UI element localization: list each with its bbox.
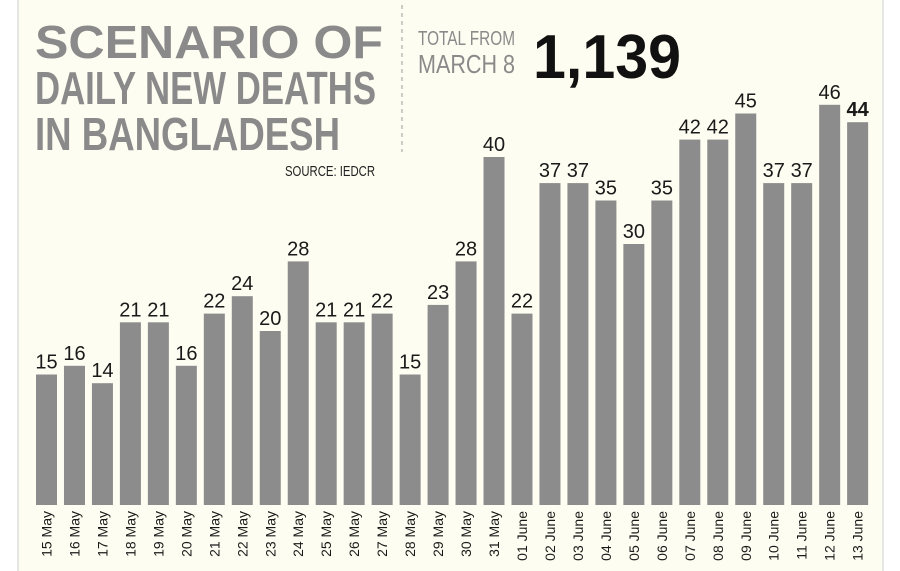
- bar: [91, 383, 113, 505]
- bar: [539, 183, 561, 505]
- bar: [651, 200, 673, 505]
- x-tick-label: 08 June: [710, 511, 726, 561]
- chart-title: IN BANGLADESH: [35, 108, 340, 160]
- x-tick-label: 11 June: [794, 511, 810, 560]
- x-tick-label: 26 May: [346, 511, 362, 557]
- value-label: 21: [315, 299, 337, 321]
- bar: [203, 313, 225, 505]
- value-label: 46: [819, 82, 841, 104]
- x-tick-label: 18 May: [122, 511, 138, 557]
- value-label: 22: [371, 291, 393, 313]
- x-tick-label: 21 May: [206, 511, 222, 557]
- bar: [763, 183, 785, 505]
- x-tick-label: 20 May: [178, 511, 194, 557]
- bar: [175, 365, 197, 505]
- value-label: 45: [735, 91, 757, 113]
- x-tick-label: 02 June: [542, 511, 558, 561]
- bar: [287, 261, 309, 505]
- chart-title: SCENARIO OF: [35, 16, 383, 68]
- value-label: 30: [623, 221, 645, 243]
- bar: [315, 322, 337, 505]
- value-label: 16: [63, 343, 85, 365]
- x-tick-label: 16 May: [66, 511, 82, 557]
- source: SOURCE: IEDCR: [285, 163, 375, 180]
- x-tick-label: 15 May: [39, 511, 55, 557]
- value-label: 21: [119, 299, 141, 321]
- bar: [791, 183, 813, 505]
- x-tick-label: 05 June: [626, 511, 642, 561]
- x-tick-label: 09 June: [738, 511, 754, 561]
- x-tick-label: 04 June: [598, 511, 614, 561]
- x-tick-label: 13 June: [850, 511, 866, 561]
- value-label: 37: [791, 160, 813, 182]
- x-tick-label: 17 May: [94, 511, 110, 557]
- bar: [847, 122, 869, 505]
- value-label: 37: [567, 160, 589, 182]
- value-label: 28: [455, 238, 477, 260]
- value-label: 37: [763, 160, 785, 182]
- value-label: 21: [343, 299, 365, 321]
- value-label: 35: [595, 178, 617, 200]
- x-tick-label: 01 June: [514, 511, 530, 561]
- x-tick-label: 12 June: [822, 511, 838, 561]
- bar: [231, 296, 253, 505]
- x-tick-label: 06 June: [654, 511, 670, 561]
- value-label: 35: [651, 178, 673, 200]
- x-tick-label: 19 May: [150, 511, 166, 557]
- value-label: 44: [847, 99, 870, 121]
- value-label: 22: [511, 291, 533, 313]
- bar: [427, 304, 449, 505]
- value-label: 22: [203, 291, 225, 313]
- x-tick-label: 03 June: [570, 511, 586, 561]
- x-tick-label: 23 May: [262, 511, 278, 557]
- bar: [483, 157, 505, 505]
- total-label: MARCH 8: [418, 49, 515, 79]
- value-label: 16: [175, 343, 197, 365]
- value-label: 20: [259, 308, 281, 330]
- bar: [119, 322, 141, 505]
- x-tick-label: 31 May: [486, 511, 502, 557]
- value-label: 15: [35, 352, 57, 374]
- x-tick-label: 24 May: [290, 511, 306, 557]
- value-label: 40: [483, 134, 505, 156]
- value-label: 42: [707, 117, 729, 139]
- value-label: 14: [91, 360, 113, 382]
- chart-title: DAILY NEW DEATHS: [35, 62, 376, 114]
- x-tick-label: 27 May: [374, 511, 390, 557]
- bar: [707, 139, 729, 505]
- value-label: 24: [231, 273, 253, 295]
- x-tick-label: 25 May: [318, 511, 334, 557]
- bar: [455, 261, 477, 505]
- bar: [36, 374, 57, 505]
- bar: [399, 374, 421, 505]
- value-label: 23: [427, 282, 449, 304]
- x-tick-label: 10 June: [766, 511, 782, 561]
- x-tick-label: 29 May: [430, 511, 446, 557]
- bar: [567, 183, 589, 505]
- bar: [819, 104, 841, 506]
- value-label: 15: [399, 352, 421, 374]
- bar: [595, 200, 617, 505]
- total-label: TOTAL FROM: [418, 28, 515, 50]
- bar: [259, 331, 281, 505]
- bar: [735, 113, 757, 505]
- bar: [63, 365, 85, 505]
- value-label: 42: [679, 117, 701, 139]
- bar: [623, 244, 645, 505]
- bar: [679, 139, 701, 505]
- bar: [371, 313, 393, 505]
- bar: [147, 322, 169, 505]
- x-tick-label: 28 May: [402, 511, 418, 557]
- bar: [343, 322, 365, 505]
- value-label: 37: [539, 160, 561, 182]
- value-label: 21: [147, 299, 169, 321]
- value-label: 28: [287, 238, 309, 260]
- bar: [511, 313, 533, 505]
- x-tick-label: 30 May: [458, 511, 474, 557]
- x-tick-label: 22 May: [234, 511, 250, 557]
- x-tick-label: 07 June: [682, 511, 698, 561]
- total-value: 1,139: [533, 23, 681, 92]
